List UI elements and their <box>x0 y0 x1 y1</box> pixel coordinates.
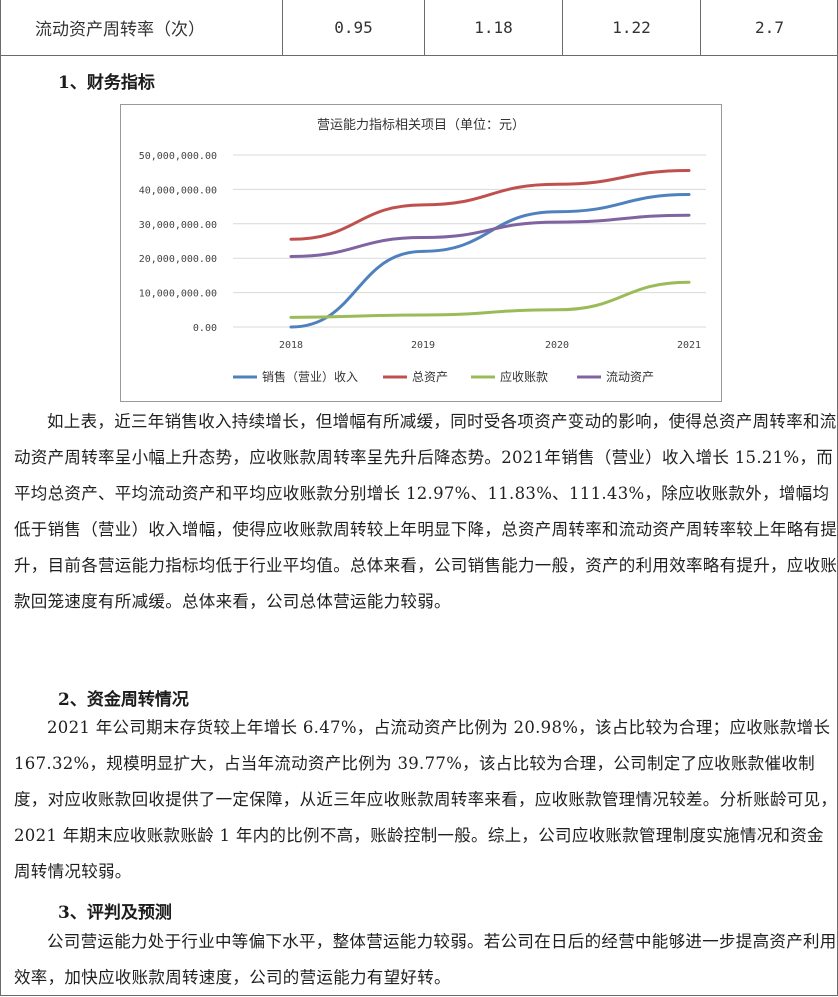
y-tick-label: 10,000,000.00 <box>139 289 217 300</box>
section-heading-2: 2、资金周转情况 <box>58 690 189 710</box>
legend-label-1: 总资产 <box>412 370 448 384</box>
y-tick-label: 20,000,000.00 <box>139 254 217 265</box>
value-cell-2018: 0.95 <box>282 0 425 56</box>
series-line-2 <box>289 280 691 319</box>
section-heading-1: 1、财务指标 <box>58 73 155 93</box>
section-heading-3: 3、评判及预测 <box>58 903 172 923</box>
chart-svg: 营运能力指标相关项目（单位：元） 0.00 10,000,000.00 20,000,… <box>139 118 706 384</box>
x-tick-label: 2018 <box>279 340 303 351</box>
series-line-1 <box>289 168 691 241</box>
operating-capacity-chart: 营运能力指标相关项目（单位：元） 0.00 10,000,000.00 20,000,… <box>120 104 722 402</box>
value-cell-2020: 1.22 <box>562 0 701 56</box>
value-cell-2019: 1.18 <box>424 0 563 56</box>
series-line-0 <box>289 193 691 329</box>
series-line-3 <box>289 213 691 258</box>
paragraph-evaluation: 公司营运能力处于行业中等偏下水平，整体营运能力较弱。若公司在日后的经营中能够进一… <box>14 932 837 987</box>
chart-title: 营运能力指标相关项目（单位：元） <box>317 118 525 133</box>
value-cell-industry: 2.7 <box>700 0 838 56</box>
paragraph-financial-indicators: 如上表，近三年销售收入持续增长，但增幅有所减缓，同时受各项资产变动的影响，使得总… <box>14 412 838 611</box>
legend-label-2: 应收账款 <box>500 369 548 384</box>
paragraph-capital-turnover: 2021 年公司期末存货较上年增长 6.47%，占流动资产比例为 20.98%，… <box>14 718 838 881</box>
y-tick-label: 0.00 <box>193 323 217 334</box>
y-tick-label: 50,000,000.00 <box>139 151 217 162</box>
indicator-table: 流动资产周转率（次） 0.95 1.18 1.22 2.7 <box>0 0 838 56</box>
x-tick-label: 2020 <box>545 340 569 351</box>
table-row: 流动资产周转率（次） 0.95 1.18 1.22 2.7 <box>0 0 838 56</box>
legend-label-3: 流动资产 <box>606 370 654 384</box>
legend-label-0: 销售（营业）收入 <box>262 369 358 384</box>
row-label: 流动资产周转率（次） <box>0 0 283 56</box>
y-tick-label: 30,000,000.00 <box>139 220 217 231</box>
y-tick-label: 40,000,000.00 <box>139 185 217 196</box>
x-tick-label: 2019 <box>411 340 435 351</box>
x-tick-label: 2021 <box>677 340 701 351</box>
